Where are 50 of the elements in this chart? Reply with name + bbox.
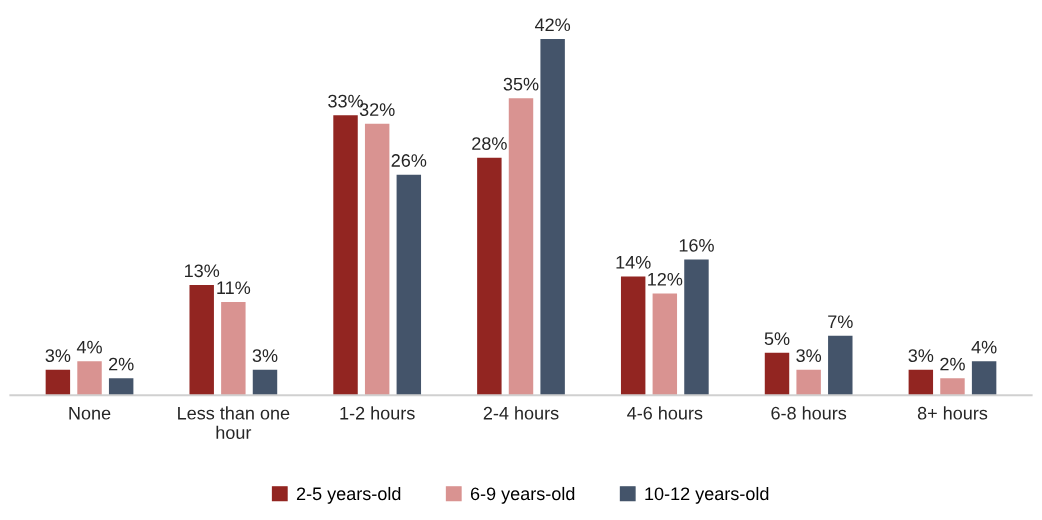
bar xyxy=(364,123,390,396)
data-label: 7% xyxy=(828,315,853,329)
data-label: 4% xyxy=(76,340,102,354)
bar xyxy=(189,284,214,396)
data-label: 11% xyxy=(217,281,251,295)
data-label: 14% xyxy=(616,255,651,269)
legend-label: 6-9 years-old xyxy=(470,486,575,504)
bar xyxy=(221,301,246,396)
x-tick-label: 1-2 hours xyxy=(340,406,415,420)
bar xyxy=(940,378,965,396)
bar xyxy=(333,115,358,396)
bar xyxy=(828,335,853,396)
bar xyxy=(477,157,502,396)
legend-label: 10-12 years-old xyxy=(645,486,769,504)
bar xyxy=(396,174,422,396)
data-label: 13% xyxy=(185,264,220,278)
data-label: 26% xyxy=(391,154,427,167)
bar xyxy=(652,293,678,396)
data-label: 3% xyxy=(908,349,934,363)
x-tick-label: 6-8 hours xyxy=(771,406,847,420)
bar xyxy=(796,369,821,396)
data-label: 42% xyxy=(534,18,571,32)
data-label: 5% xyxy=(764,332,790,346)
bar xyxy=(620,276,646,396)
bar xyxy=(508,98,534,396)
bar xyxy=(684,259,709,396)
x-tick-label: 8+ hours xyxy=(917,406,988,420)
x-tick-label: Less than one hour xyxy=(178,406,290,440)
bar xyxy=(971,361,997,396)
legend-label: 2-5 years-old xyxy=(296,486,401,504)
data-label: 12% xyxy=(648,272,683,286)
data-label: 2% xyxy=(109,357,134,371)
bar xyxy=(252,369,278,396)
bar xyxy=(108,378,134,396)
bar xyxy=(908,369,934,396)
data-label: 2% xyxy=(940,357,965,371)
data-label: 3% xyxy=(796,349,822,363)
data-label: 16% xyxy=(679,238,714,252)
data-label: 3% xyxy=(252,349,278,363)
data-label: 28% xyxy=(472,137,507,150)
data-label: 4% xyxy=(971,340,997,354)
data-label: 35% xyxy=(503,77,539,91)
bar xyxy=(540,38,565,396)
x-tick-label: None xyxy=(69,406,111,420)
x-tick-label: 4-6 hours xyxy=(627,406,703,420)
x-tick-label: 2-4 hours xyxy=(483,406,559,420)
bar xyxy=(77,361,102,396)
bar xyxy=(764,352,790,396)
data-label: 3% xyxy=(45,349,71,363)
bar xyxy=(45,369,71,396)
